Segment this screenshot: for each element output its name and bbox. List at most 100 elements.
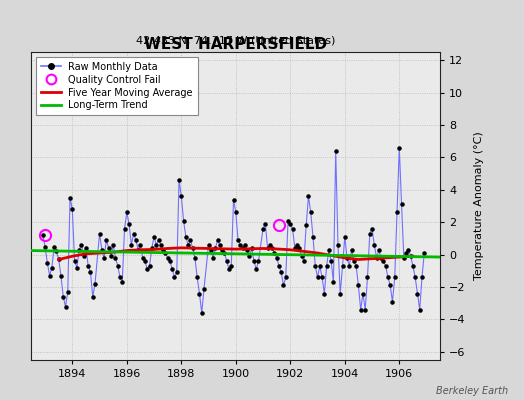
Point [198,310,206,316]
Point [311,263,320,269]
Point [111,255,119,261]
Point [413,290,422,297]
Point [157,242,165,248]
Point [46,272,54,279]
Point [209,255,217,261]
Point [381,263,390,269]
Point [298,253,306,260]
Point [393,209,401,216]
Point [384,274,392,280]
Point [373,255,381,261]
Point [361,306,369,313]
Point [195,290,204,297]
Point [211,245,220,251]
Point [129,230,138,237]
Point [102,237,111,243]
Point [218,246,226,253]
Point [80,253,88,260]
Point [68,206,77,212]
Point [89,294,97,300]
Point [295,245,303,251]
Point [379,258,388,264]
Point [114,263,122,269]
Point [350,258,358,264]
Point [402,250,410,256]
Point [220,250,228,256]
Point [377,255,385,261]
Point [150,234,158,240]
Point [238,245,247,251]
Point [138,255,147,261]
Point [281,274,290,280]
Point [91,281,99,287]
Point [134,246,143,253]
Point [234,237,242,243]
Point [127,242,136,248]
Point [100,255,108,261]
Point [343,255,351,261]
Point [313,274,322,280]
Point [59,294,68,300]
Point [175,177,183,183]
Point [395,144,403,151]
Point [375,246,383,253]
Point [250,258,258,264]
Point [172,269,181,276]
Point [225,266,233,272]
Point [268,245,276,251]
Point [193,274,201,280]
Point [184,242,192,248]
Point [48,264,56,271]
Point [252,266,260,272]
Point [307,209,315,216]
Title: WEST HARPERSFIELD: WEST HARPERSFIELD [144,37,328,52]
Point [329,279,337,285]
Point [309,234,317,240]
Point [407,253,415,260]
Point [159,246,167,253]
Point [347,246,356,253]
Point [339,263,347,269]
Point [322,263,331,269]
Point [155,237,163,243]
Point [182,234,190,240]
Point [302,222,310,229]
Point [148,245,156,251]
Point [136,242,145,248]
Point [418,274,426,280]
Point [416,306,424,313]
Point [125,221,133,227]
Point [288,226,297,232]
Point [386,282,395,289]
Point [243,246,252,253]
Point [152,242,160,248]
Point [411,274,419,280]
Point [270,250,279,256]
Point [97,246,106,253]
Point [109,242,117,248]
Point [118,279,126,285]
Point [345,263,354,269]
Point [123,209,131,216]
Point [261,221,269,227]
Point [232,209,240,216]
Point [356,306,365,313]
Point [230,196,238,203]
Point [266,242,274,248]
Point [216,242,224,248]
Point [84,263,92,269]
Point [390,274,399,280]
Point [213,237,222,243]
Point [121,226,129,232]
Point [293,242,301,248]
Point [166,258,174,264]
Point [161,250,170,256]
Point [366,230,374,237]
Point [370,242,378,248]
Point [320,290,329,297]
Point [277,269,286,276]
Point [332,148,340,154]
Point [63,289,72,295]
Point [143,266,151,272]
Point [54,256,63,263]
